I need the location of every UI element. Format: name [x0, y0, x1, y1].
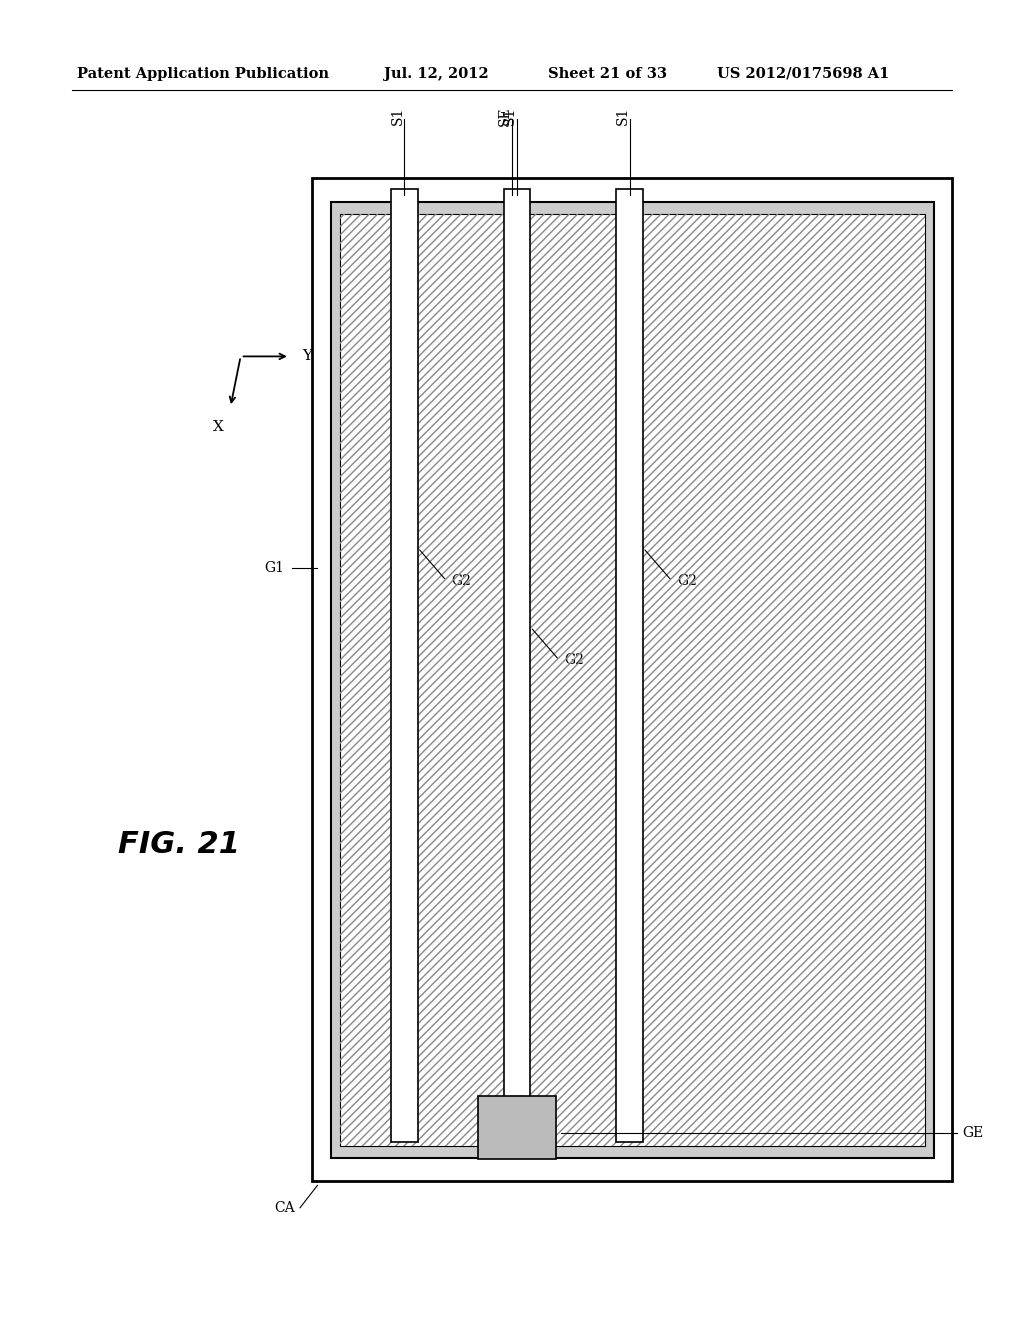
Bar [616, 189, 643, 1142]
Text: G2: G2 [564, 653, 584, 667]
Text: G1: G1 [264, 561, 285, 574]
Text: S1: S1 [390, 107, 404, 125]
Text: SE: SE [498, 107, 512, 125]
Bar [391, 189, 418, 1142]
Text: S1: S1 [615, 107, 630, 125]
Bar [340, 214, 925, 1146]
Text: S1: S1 [503, 107, 517, 125]
Bar [340, 214, 925, 1146]
Text: X: X [213, 420, 223, 434]
Bar [504, 189, 530, 1142]
Bar [331, 202, 934, 1158]
Bar [312, 178, 952, 1181]
Text: G2: G2 [677, 574, 696, 587]
Text: G2: G2 [452, 574, 471, 587]
Text: FIG. 21: FIG. 21 [118, 830, 241, 859]
Text: Sheet 21 of 33: Sheet 21 of 33 [548, 67, 667, 81]
Text: CA: CA [274, 1201, 295, 1214]
Text: Jul. 12, 2012: Jul. 12, 2012 [384, 67, 488, 81]
Bar [510, 1096, 524, 1142]
Text: Y: Y [302, 350, 312, 363]
Bar [478, 1096, 556, 1159]
Text: GE: GE [963, 1126, 984, 1139]
Text: Patent Application Publication: Patent Application Publication [77, 67, 329, 81]
Text: US 2012/0175698 A1: US 2012/0175698 A1 [717, 67, 889, 81]
